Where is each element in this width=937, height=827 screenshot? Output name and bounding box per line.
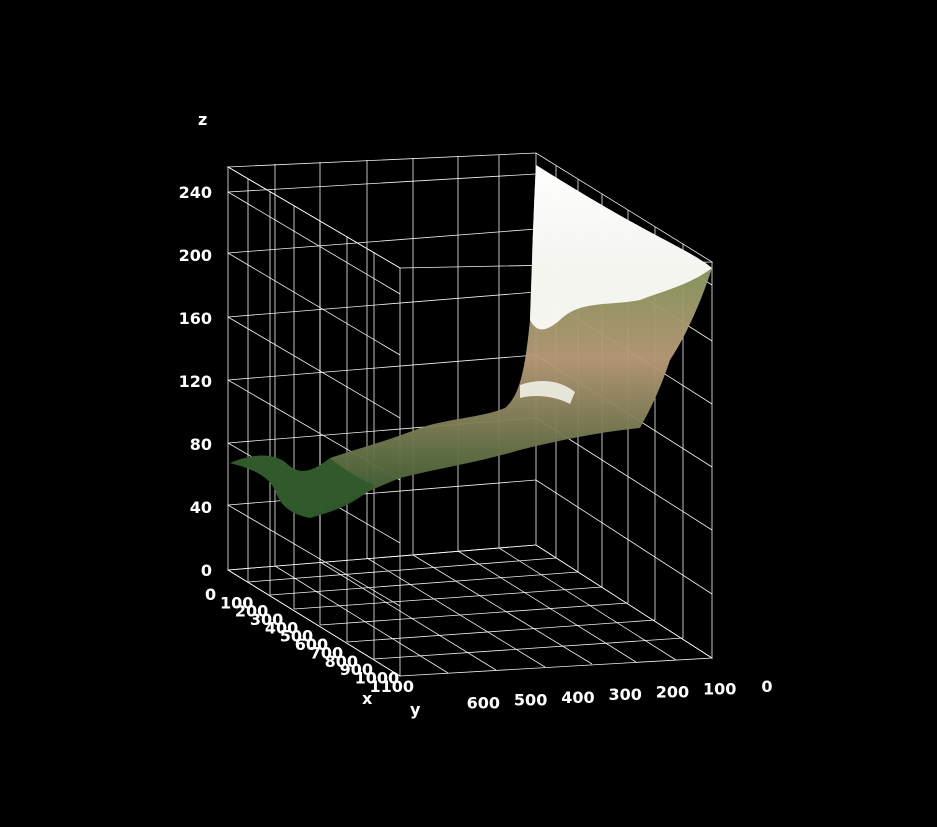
x-axis-label: x [362,689,373,708]
terrain-surface-fill [230,165,712,518]
floor-grid [226,544,714,677]
x-tick-label: 800 [325,652,358,671]
floor-x-line [346,619,656,643]
side-wall-z-line [535,479,713,595]
z-tick-label: 240 [179,183,212,202]
back-wall-z-line [227,504,401,607]
floor-x-line [319,602,629,626]
x-tick-label: 400 [265,618,298,637]
terrain-structure [520,380,575,404]
floor-y-line [412,554,593,665]
floor-frame [226,544,714,677]
x-tick-label: 700 [310,643,343,662]
z-tick-label: 160 [179,309,212,328]
floor-x-line [247,557,557,583]
floor-y-line [457,550,637,663]
x-tick-label: 500 [280,627,313,646]
terrain-surface [230,165,712,518]
z-axis-label: z [198,110,207,129]
x-tick-label: 0 [205,585,216,604]
y-tick-label: 100 [703,680,736,699]
terrain-high-plateau [530,165,712,330]
y-tick-label: 200 [656,682,689,701]
y-tick-label: 300 [608,685,641,704]
y-tick-label: 0 [761,677,772,696]
back-wall-grid [227,166,401,677]
floor-y-line [319,561,497,671]
rear-wall-z-line [227,228,537,254]
floor-y-line [366,557,546,668]
y-tick-labels: 600 500 400 300 200 100 0 [467,677,773,712]
rear-wall-z-line [227,354,537,381]
z-tick-label: 120 [179,372,212,391]
floor-y-line [498,547,677,661]
rear-wall-z-line [227,173,537,193]
z-tick-label: 80 [190,435,212,454]
z-tick-label: 0 [201,561,212,580]
rear-wall-z-line [227,291,537,318]
z-tick-label: 40 [190,498,212,517]
z-tick-label: 200 [179,246,212,265]
x-tick-label: 1100 [370,677,415,696]
x-tick-label: 100 [220,593,253,612]
x-tick-label: 300 [250,610,283,629]
x-tick-label: 200 [235,602,268,621]
back-wall-z-line [227,252,401,356]
terrain-low-valley [230,455,375,518]
floor-x-line [293,586,603,610]
rear-wall-grid [227,155,537,571]
y-tick-label: 600 [467,693,500,712]
x-tick-label: 900 [340,660,373,679]
y-tick-label: 400 [561,688,594,707]
y-axis-label: y [410,700,421,719]
back-wall-z-line [227,316,401,419]
x-tick-label: 600 [295,635,328,654]
z-tick-labels: 0 40 80 120 160 200 240 [179,183,212,580]
back-wall-z-line [227,191,401,295]
y-tick-label: 500 [514,691,547,710]
rear-wall-z-line [227,479,537,506]
floor-x-line [373,637,684,660]
floor-x-line [269,571,579,596]
x-tick-label: 1000 [355,668,400,687]
floor-y-line [274,565,449,674]
